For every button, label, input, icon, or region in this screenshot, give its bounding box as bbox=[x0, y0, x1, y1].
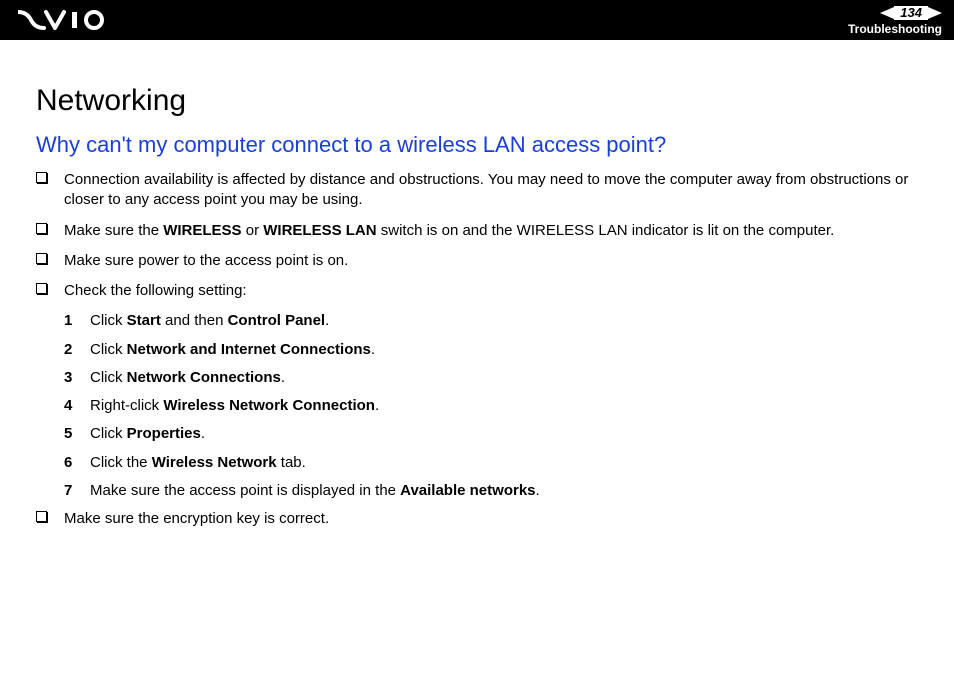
page-content: Networking Why can't my computer connect… bbox=[0, 40, 954, 529]
step-number: 3 bbox=[64, 368, 90, 388]
step-text: Click Network Connections. bbox=[90, 368, 285, 388]
bullet-text: Make sure the encryption key is correct. bbox=[64, 509, 918, 529]
bullet-icon bbox=[36, 509, 64, 522]
step-text: Make sure the access point is displayed … bbox=[90, 481, 540, 501]
page-number: 134 bbox=[894, 6, 928, 20]
bullet-item: Make sure the WIRELESS or WIRELESS LAN s… bbox=[36, 221, 918, 241]
vaio-logo-svg bbox=[18, 10, 114, 30]
bullet-text: Make sure power to the access point is o… bbox=[64, 251, 918, 271]
breadcrumb: Troubleshooting bbox=[848, 22, 942, 36]
step-number: 2 bbox=[64, 340, 90, 360]
step-number: 5 bbox=[64, 424, 90, 444]
bullet-text: Make sure the WIRELESS or WIRELESS LAN s… bbox=[64, 221, 918, 241]
step-number: 7 bbox=[64, 481, 90, 501]
step-item: 7 Make sure the access point is displaye… bbox=[64, 481, 918, 501]
bullet-icon bbox=[36, 251, 64, 264]
step-number: 1 bbox=[64, 311, 90, 331]
step-number: 4 bbox=[64, 396, 90, 416]
bullet-icon bbox=[36, 281, 64, 294]
step-item: 2 Click Network and Internet Connections… bbox=[64, 340, 918, 360]
vaio-logo bbox=[18, 10, 114, 30]
step-text: Click the Wireless Network tab. bbox=[90, 453, 306, 473]
step-item: 3 Click Network Connections. bbox=[64, 368, 918, 388]
step-text: Right-click Wireless Network Connection. bbox=[90, 396, 379, 416]
page-header: 134 Troubleshooting bbox=[0, 0, 954, 40]
bullet-text: Check the following setting: bbox=[64, 281, 918, 301]
bullet-item: Connection availability is affected by d… bbox=[36, 170, 918, 211]
step-item: 4 Right-click Wireless Network Connectio… bbox=[64, 396, 918, 416]
bullet-item: Check the following setting: bbox=[36, 281, 918, 301]
page-indicator: 134 Troubleshooting bbox=[848, 4, 942, 36]
bullet-icon bbox=[36, 170, 64, 183]
step-item: 5 Click Properties. bbox=[64, 424, 918, 444]
step-number: 6 bbox=[64, 453, 90, 473]
bullet-item: Make sure the encryption key is correct. bbox=[36, 509, 918, 529]
step-item: 1 Click Start and then Control Panel. bbox=[64, 311, 918, 331]
step-text: Click Start and then Control Panel. bbox=[90, 311, 329, 331]
step-text: Click Properties. bbox=[90, 424, 205, 444]
bullet-item: Make sure power to the access point is o… bbox=[36, 251, 918, 271]
bullet-text: Connection availability is affected by d… bbox=[64, 170, 918, 211]
numbered-steps: 1 Click Start and then Control Panel. 2 … bbox=[36, 311, 918, 501]
bullet-icon bbox=[36, 221, 64, 234]
question-heading: Why can't my computer connect to a wirel… bbox=[36, 132, 918, 158]
page-nav: 134 bbox=[880, 6, 942, 20]
step-text: Click Network and Internet Connections. bbox=[90, 340, 375, 360]
prev-page-arrow-icon[interactable] bbox=[880, 7, 894, 19]
step-item: 6 Click the Wireless Network tab. bbox=[64, 453, 918, 473]
section-heading: Networking bbox=[36, 84, 918, 118]
next-page-arrow-icon[interactable] bbox=[928, 7, 942, 19]
